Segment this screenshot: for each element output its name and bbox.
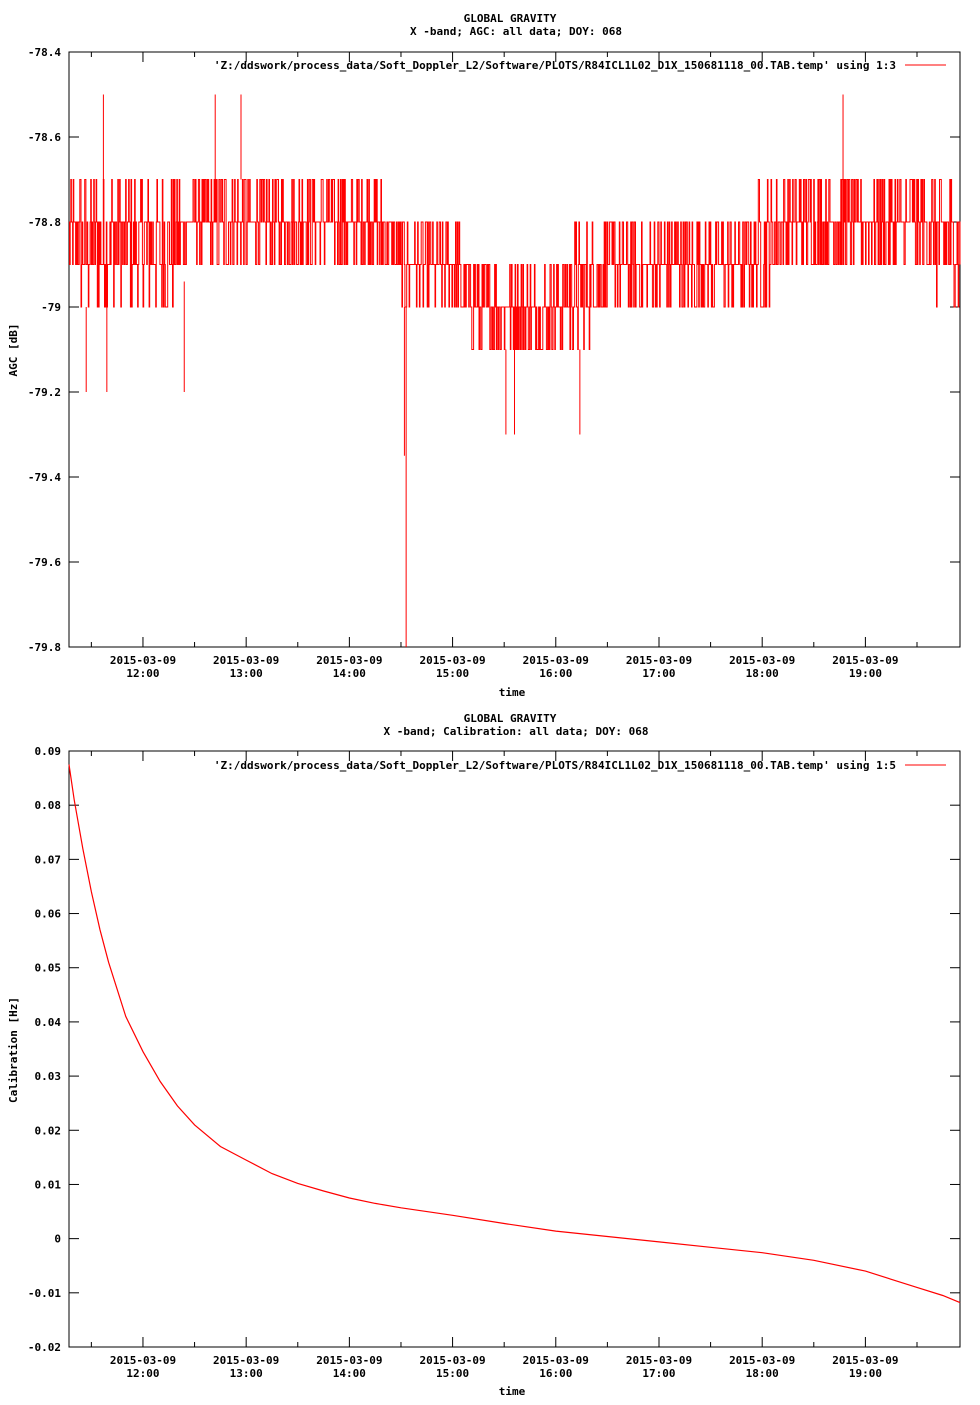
chart-2-ytick-label: 0.03: [35, 1070, 62, 1083]
chart-1-xtick-time-label: 16:00: [539, 667, 572, 680]
chart-2-series: [68, 764, 961, 1304]
chart-2-ytick-label: 0: [54, 1233, 61, 1246]
chart-1-ytick-label: -78.4: [28, 46, 61, 59]
chart-1-xtick-date-label: 2015-03-09: [213, 654, 279, 667]
chart-1-subtitle: X -band; AGC: all data; DOY: 068: [410, 25, 622, 38]
chart-2-xtick-date-label: 2015-03-09: [626, 1354, 692, 1367]
chart-1-xtick-time-label: 15:00: [436, 667, 469, 680]
chart-1-xtick-time-label: 18:00: [746, 667, 779, 680]
chart-2-xtick-time-label: 13:00: [230, 1367, 263, 1380]
chart-1-xtick-date-label: 2015-03-09: [729, 654, 795, 667]
chart-2-ytick-label: 0.09: [35, 745, 62, 758]
chart-2-ytick-label: 0.04: [35, 1016, 62, 1029]
chart-2-xlabel: time: [499, 1385, 526, 1398]
chart-1-xtick-date-label: 2015-03-09: [110, 654, 176, 667]
chart-2-ytick-label: 0.06: [35, 908, 62, 921]
chart-2-xtick-time-label: 18:00: [746, 1367, 779, 1380]
chart-1-title: GLOBAL GRAVITY: [464, 12, 557, 25]
chart-1: GLOBAL GRAVITY X -band; AGC: all data; D…: [7, 12, 961, 699]
chart-2-ytick-label: -0.02: [28, 1341, 61, 1354]
chart-2-xtick-date-label: 2015-03-09: [832, 1354, 898, 1367]
chart-2-subtitle: X -band; Calibration: all data; DOY: 068: [384, 725, 649, 738]
chart-2-axes: 0.09 0.08 0.07 0.06 0.05 0.04 0.03 0.02 0.01 0 -0.…: [28, 745, 961, 1380]
chart-1-ytick-label: -78.6: [28, 131, 61, 144]
chart-1-ylabel: AGC [dB]: [7, 324, 20, 377]
chart-2-series-line: [68, 764, 961, 1304]
chart-2-ytick-label: 0.05: [35, 962, 62, 975]
chart-2-ytick-label: 0.01: [35, 1178, 62, 1191]
chart-1-xtick-time-label: 12:00: [126, 667, 159, 680]
chart-2-ytick-label: -0.01: [28, 1287, 61, 1300]
chart-1-xtick-date-label: 2015-03-09: [419, 654, 485, 667]
chart-2-xtick-time-label: 16:00: [539, 1367, 572, 1380]
chart-1-ytick-label: -79.4: [28, 471, 61, 484]
chart-2-xtick-time-label: 15:00: [436, 1367, 469, 1380]
chart-1-xtick-time-label: 17:00: [642, 667, 675, 680]
chart-2-ytick-label: 0.02: [35, 1124, 62, 1137]
chart-2-xtick-time-label: 14:00: [333, 1367, 366, 1380]
chart-2-xtick-date-label: 2015-03-09: [110, 1354, 176, 1367]
chart-2-xtick-date-label: 2015-03-09: [316, 1354, 382, 1367]
chart-1-series-line: [69, 179, 961, 350]
chart-1-ytick-label: -78.8: [28, 216, 61, 229]
chart-1-xtick-time-label: 13:00: [230, 667, 263, 680]
chart-2-legend-label: 'Z:/ddswork/process_data/Soft_Doppler_L2…: [214, 759, 896, 772]
chart-2-xtick-date-label: 2015-03-09: [523, 1354, 589, 1367]
chart-1-xtick-date-label: 2015-03-09: [316, 654, 382, 667]
chart-1-xtick-time-label: 19:00: [849, 667, 882, 680]
chart-1-axes: -78.4 -78.6 -78.8 -79 -79.2 -79.4 -79.6 -79.8 20…: [28, 46, 961, 680]
chart-2: GLOBAL GRAVITY X -band; Calibration: all…: [7, 712, 961, 1398]
chart-2-xtick-time-label: 17:00: [642, 1367, 675, 1380]
chart-1-series: [69, 94, 961, 647]
chart-2-xtick-date-label: 2015-03-09: [419, 1354, 485, 1367]
chart-1-legend-label: 'Z:/ddswork/process_data/Soft_Doppler_L2…: [214, 59, 896, 72]
chart-1-xlabel: time: [499, 686, 526, 699]
chart-1-plot-frame: [68, 51, 961, 648]
chart-1-ytick-label: -79.8: [28, 641, 61, 654]
chart-2-xtick-time-label: 12:00: [126, 1367, 159, 1380]
chart-2-ylabel: Calibration [Hz]: [7, 997, 20, 1103]
chart-2-ytick-label: 0.08: [35, 799, 62, 812]
chart-1-xtick-date-label: 2015-03-09: [523, 654, 589, 667]
chart-2-ytick-label: 0.07: [35, 853, 62, 866]
chart-1-xtick-date-label: 2015-03-09: [832, 654, 898, 667]
chart-2-title: GLOBAL GRAVITY: [464, 712, 557, 725]
chart-1-xtick-date-label: 2015-03-09: [626, 654, 692, 667]
chart-2-plot-frame: [68, 750, 961, 1348]
chart-2-xtick-date-label: 2015-03-09: [213, 1354, 279, 1367]
chart-2-xtick-time-label: 19:00: [849, 1367, 882, 1380]
chart-1-xtick-time-label: 14:00: [333, 667, 366, 680]
chart-1-ytick-label: -79.2: [28, 386, 61, 399]
chart-1-ytick-label: -79.6: [28, 556, 61, 569]
chart-1-ytick-label: -79: [41, 301, 61, 314]
chart-2-xtick-date-label: 2015-03-09: [729, 1354, 795, 1367]
